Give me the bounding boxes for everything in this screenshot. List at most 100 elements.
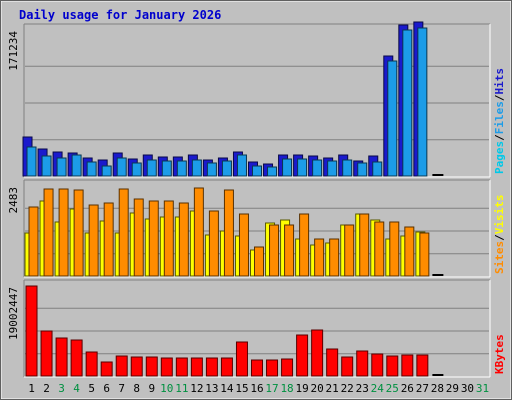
bar-visits-sites-day-19 <box>299 213 310 277</box>
bar-kbytes-kbytes-day-3 <box>55 337 68 377</box>
x-tick-label-day-26: 26 <box>401 382 414 395</box>
x-tick-label-day-29: 29 <box>446 382 459 395</box>
bar-visits-sites-day-11 <box>178 202 189 277</box>
bar-hits-files-day-27 <box>417 27 428 177</box>
chart-title: Daily usage for January 2026 <box>19 8 221 22</box>
bar-visits-sites-day-4 <box>73 189 84 277</box>
bar-visits-sites-day-25 <box>389 221 400 277</box>
bar-hits-files-day-5 <box>86 161 97 177</box>
right-legend-hits: Pages/Files/Hits <box>493 68 506 174</box>
bar-kbytes-kbytes-day-17 <box>266 359 279 377</box>
x-tick-label-day-3: 3 <box>58 382 65 395</box>
x-tick-label-day-24: 24 <box>371 382 385 395</box>
bar-hits-files-day-12 <box>191 159 202 177</box>
bar-hits-files-day-16 <box>252 165 262 177</box>
bar-kbytes-kbytes-day-25 <box>386 355 399 377</box>
bar-hits-files-day-25 <box>387 60 398 177</box>
x-tick-label-day-21: 21 <box>326 382 339 395</box>
bar-kbytes-kbytes-day-2 <box>40 330 53 377</box>
legend-entry-visits: Visits <box>493 195 506 235</box>
x-tick-label-day-1: 1 <box>28 382 35 395</box>
bar-hits-files-day-11 <box>176 160 187 177</box>
bar-hits-files-day-7 <box>116 157 127 177</box>
bar-visits-sites-day-20 <box>314 238 325 277</box>
x-tick-label-day-17: 17 <box>265 382 278 395</box>
bar-kbytes-kbytes-day-4 <box>70 339 83 377</box>
bar-visits-sites-day-10 <box>163 200 174 277</box>
empty-day-marker <box>432 174 444 176</box>
x-tick-label-day-11: 11 <box>175 382 188 395</box>
bar-kbytes-kbytes-day-6 <box>100 361 113 377</box>
panel-kbytes: 19002447 KBytes <box>7 279 506 378</box>
y-max-label-visits: 2483 <box>7 187 20 214</box>
legend-entry-kbytes: KBytes <box>493 334 506 374</box>
bar-hits-files-day-24 <box>372 161 383 177</box>
x-tick-label-day-7: 7 <box>118 382 125 395</box>
right-legend-visits: Sites/Visits <box>493 195 506 275</box>
bar-visits-sites-day-16 <box>254 246 264 277</box>
bar-hits-files-day-22 <box>342 159 353 177</box>
bar-kbytes-kbytes-day-12 <box>190 357 203 377</box>
x-tick-label-day-2: 2 <box>43 382 50 395</box>
bar-visits-sites-day-21 <box>329 238 340 277</box>
plot-area-hits <box>24 24 490 177</box>
bar-hits-files-day-14 <box>221 160 232 177</box>
legend-separator: / <box>493 234 506 241</box>
x-tick-label-day-16: 16 <box>250 382 263 395</box>
bar-kbytes-kbytes-day-21 <box>326 348 339 377</box>
x-tick-label-day-22: 22 <box>341 382 354 395</box>
bar-visits-sites-day-6 <box>103 202 114 277</box>
bar-visits-sites-day-18 <box>284 224 295 277</box>
bar-kbytes-kbytes-day-11 <box>175 357 188 377</box>
x-tick-label-day-5: 5 <box>88 382 95 395</box>
bar-visits-sites-day-9 <box>148 200 159 277</box>
x-tick-label-day-18: 18 <box>280 382 293 395</box>
bar-kbytes-kbytes-day-13 <box>205 357 218 377</box>
bar-hits-files-day-17 <box>267 166 278 177</box>
bar-hits-files-day-2 <box>41 155 52 177</box>
bar-hits-files-day-9 <box>146 159 157 177</box>
x-tick-label-day-13: 13 <box>205 382 218 395</box>
bar-visits-sites-day-8 <box>133 198 144 277</box>
bar-hits-files-day-15 <box>236 154 247 177</box>
x-tick-label-day-8: 8 <box>133 382 140 395</box>
bar-visits-sites-day-5 <box>88 204 99 277</box>
right-legend-kbytes: KBytes <box>493 334 506 374</box>
legend-separator: / <box>493 94 506 101</box>
empty-day-marker <box>432 374 444 376</box>
bar-visits-sites-day-14 <box>223 189 234 277</box>
x-tick-label-day-28: 28 <box>431 382 444 395</box>
bar-visits-sites-day-2 <box>43 188 54 277</box>
bar-visits-sites-day-22 <box>344 224 355 277</box>
bar-kbytes-kbytes-day-26 <box>401 354 414 377</box>
x-tick-label-day-20: 20 <box>311 382 324 395</box>
bar-kbytes-kbytes-day-23 <box>356 350 369 377</box>
x-tick-label-day-10: 10 <box>160 382 173 395</box>
bar-visits-sites-day-23 <box>359 213 370 277</box>
x-tick-label-day-27: 27 <box>416 382 429 395</box>
legend-entry-pages: Pages <box>493 141 506 174</box>
bar-hits-files-day-13 <box>206 162 217 177</box>
x-tick-label-day-31: 31 <box>476 382 489 395</box>
bar-kbytes-kbytes-day-20 <box>311 329 324 377</box>
bar-visits-sites-day-7 <box>118 188 129 277</box>
bar-visits-sites-day-3 <box>58 188 69 277</box>
bar-hits-files-day-26 <box>402 29 413 177</box>
bar-visits-sites-day-27 <box>419 232 430 277</box>
x-tick-label-day-23: 23 <box>356 382 369 395</box>
legend-separator: / <box>493 134 506 141</box>
bar-kbytes-kbytes-day-9 <box>145 356 158 377</box>
bar-hits-files-day-3 <box>56 157 67 177</box>
bar-visits-sites-day-26 <box>404 226 415 277</box>
bar-visits-sites-day-15 <box>238 213 249 277</box>
x-tick-label-day-14: 14 <box>220 382 234 395</box>
x-tick-label-day-9: 9 <box>148 382 155 395</box>
bar-hits-files-day-6 <box>101 165 112 177</box>
bar-hits-files-day-10 <box>161 160 172 177</box>
x-tick-label-day-19: 19 <box>295 382 308 395</box>
bar-kbytes-kbytes-day-16 <box>251 359 263 377</box>
bar-kbytes-kbytes-day-27 <box>416 354 429 377</box>
